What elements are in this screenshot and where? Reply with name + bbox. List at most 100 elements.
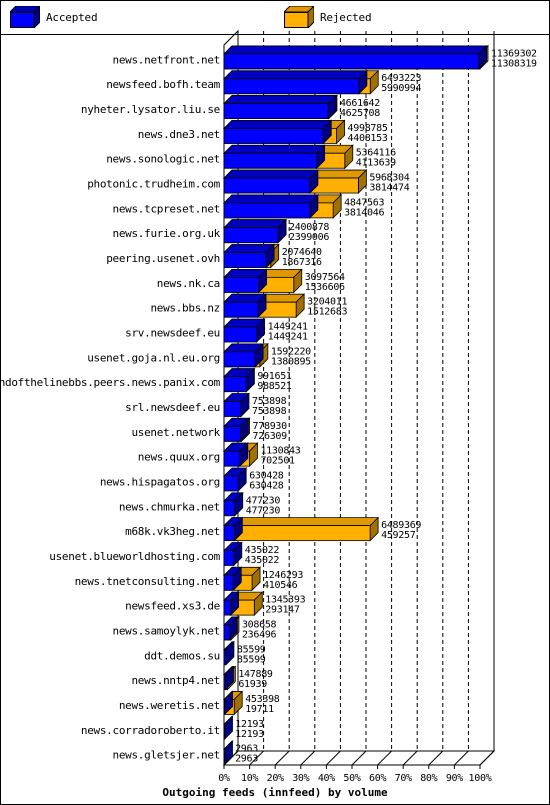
legend-separator [1, 34, 549, 35]
accepted-value-label: 726309 [253, 431, 288, 442]
x-tick-label: 10% [241, 773, 258, 784]
bar-accepted [223, 293, 268, 319]
category-label: news.bbs.nz [150, 302, 220, 315]
accepted-value-label: 4625708 [340, 108, 380, 119]
bar-rejected [223, 516, 380, 542]
category-label: nyheter.lysator.liu.se [81, 103, 220, 116]
category-label: news.samoylyk.net [113, 624, 220, 637]
category-label: news.hispagatos.org [100, 475, 220, 488]
floor-tick-50 [351, 750, 367, 766]
bar-accepted [223, 516, 244, 542]
x-tick-label: 90% [446, 773, 463, 784]
offered-value-label: 4998785 [348, 123, 388, 134]
category-label: news.sonologic.net [106, 153, 220, 166]
bar-accepted [223, 417, 250, 443]
accepted-value-label: 1380895 [271, 356, 311, 367]
category-label: news.gletsjer.net [113, 749, 220, 762]
offered-value-label: 1592220 [271, 346, 311, 357]
x-tick-label: 70% [395, 773, 412, 784]
bar-accepted [223, 640, 235, 666]
accepted-value-label: 702501 [260, 456, 295, 467]
x-tick-label: 0% [218, 773, 230, 784]
accepted-value-label: 1867316 [282, 257, 322, 268]
accepted-value-label: 753898 [252, 406, 287, 417]
bar-accepted [223, 193, 319, 219]
offered-value-label: 477230 [246, 495, 281, 506]
offered-value-label: 3204011 [307, 297, 347, 308]
x-tick-label: 20% [267, 773, 284, 784]
accepted-value-label: 61939 [238, 679, 267, 690]
category-label: photonic.trudheim.com [87, 178, 220, 191]
rejected-swatch [284, 6, 314, 28]
x-tick-label: 40% [318, 773, 335, 784]
offered-value-label: 308658 [242, 619, 277, 630]
offered-value-label: 4661642 [340, 98, 380, 109]
category-label: srl.newsdeef.eu [125, 401, 220, 414]
offered-value-label: 1345393 [265, 595, 305, 606]
offered-value-label: 991651 [257, 371, 292, 382]
offered-value-label: 778930 [253, 421, 288, 432]
x-tick-label: 80% [420, 773, 437, 784]
accepted-value-label: 435022 [245, 555, 280, 566]
bar-accepted [223, 491, 244, 517]
bar-accepted [223, 740, 234, 766]
accepted-value-label: 85599 [237, 654, 266, 665]
floor-tick-30 [300, 750, 316, 766]
offered-value-label: 147889 [238, 669, 273, 680]
offered-value-label: 2400878 [289, 222, 329, 233]
category-label: srv.newsdeef.eu [125, 327, 220, 340]
accepted-value-label: 2399006 [289, 232, 329, 243]
floor-tick-40 [326, 750, 341, 766]
accepted-value-label: 477230 [246, 505, 281, 516]
accepted-value-label: 410546 [263, 580, 298, 591]
accepted-value-label: 1512683 [307, 307, 347, 318]
floor-tick-70 [402, 750, 418, 766]
category-label: newsfeed.xs3.de [125, 600, 220, 613]
offered-value-label: 5968304 [369, 173, 409, 184]
accepted-swatch [10, 6, 40, 28]
offered-value-label: 753898 [252, 396, 287, 407]
bar-accepted [223, 715, 234, 741]
floor-tick-20 [274, 750, 290, 766]
bar-accepted [223, 243, 276, 269]
accepted-value-label: 3814474 [369, 183, 409, 194]
bar-accepted [223, 591, 240, 617]
category-label: news.furie.org.uk [113, 227, 221, 240]
category-label: usenet.blueworldhosting.com [49, 550, 220, 563]
category-label: ddt.demos.su [144, 649, 220, 662]
category-label: news.nk.ca [157, 277, 220, 290]
category-label: news.quux.org [138, 451, 220, 464]
bar-accepted [223, 44, 488, 70]
accepted-value-label: 236496 [242, 629, 277, 640]
bar-accepted [223, 144, 326, 170]
category-label: m68k.vk3heg.net [125, 525, 220, 538]
bar-accepted [223, 69, 368, 95]
category-label: news.corradoroberto.it [81, 724, 220, 737]
accepted-value-label: 630428 [249, 480, 284, 491]
legend-item-rejected: Rejected [284, 6, 372, 28]
accepted-value-label: 11308319 [491, 58, 537, 69]
category-label: news.dne3.net [138, 128, 220, 141]
category-label: newsfeed.bofh.team [106, 78, 220, 91]
accepted-value-label: 293147 [265, 605, 300, 616]
bar-accepted [223, 367, 256, 393]
offered-value-label: 2963 [235, 744, 258, 755]
bar-accepted [223, 665, 235, 691]
offered-value-label: 5364116 [356, 148, 396, 159]
accepted-value-label: 12193 [235, 729, 264, 740]
offered-value-label: 6489369 [381, 520, 421, 531]
offered-value-label: 630428 [249, 470, 284, 481]
offered-value-label: 435022 [245, 545, 280, 556]
floor-tick-60 [377, 750, 392, 766]
offered-value-label: 1130843 [260, 446, 300, 457]
category-label: news.tnetconsulting.net [75, 575, 220, 588]
accepted-value-label: 2963 [235, 754, 258, 765]
x-tick-label: 50% [343, 773, 360, 784]
offered-value-label: 12193 [235, 719, 264, 730]
category-label: peering.usenet.ovh [106, 252, 220, 265]
x-tick-label: 60% [369, 773, 386, 784]
legend-label-rejected: Rejected [320, 10, 372, 24]
offered-value-label: 85599 [237, 644, 266, 655]
floor-tick-10 [249, 750, 264, 766]
x-tick-label: 30% [292, 773, 309, 784]
